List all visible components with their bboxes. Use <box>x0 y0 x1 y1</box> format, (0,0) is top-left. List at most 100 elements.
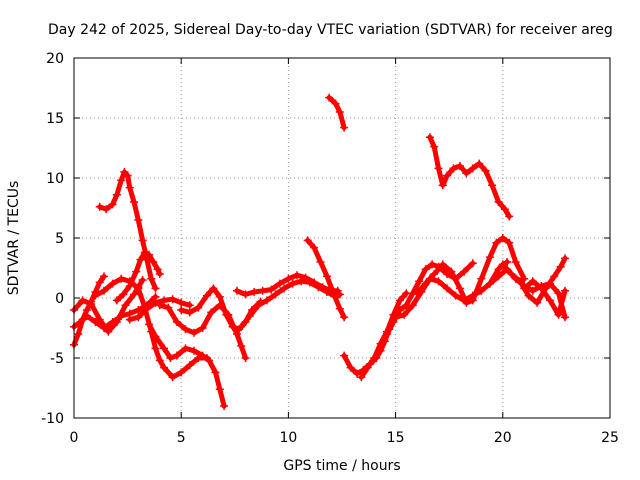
series-trace-6 <box>114 249 163 303</box>
data-point-marker <box>528 286 537 295</box>
data-point-marker <box>329 289 338 298</box>
data-point-marker <box>134 306 143 314</box>
data-point-marker <box>494 198 503 206</box>
data-point-marker <box>395 306 404 314</box>
data-point-marker <box>528 277 537 286</box>
data-point-marker <box>254 301 263 310</box>
data-point-marker <box>232 330 241 338</box>
series-trace-13 <box>305 237 347 320</box>
data-point-marker <box>434 164 443 173</box>
data-point-marker <box>149 258 158 266</box>
data-point-marker <box>335 290 344 299</box>
data-point-marker <box>533 298 542 307</box>
data-point-marker <box>560 313 569 322</box>
data-series <box>70 93 569 410</box>
data-point-marker <box>284 274 293 283</box>
data-point-marker <box>554 289 563 298</box>
data-point-marker <box>181 325 190 334</box>
data-point-marker <box>102 205 111 214</box>
data-point-marker <box>82 312 91 320</box>
data-point-marker <box>130 198 139 206</box>
data-point-marker <box>132 267 141 276</box>
data-point-marker <box>428 260 437 269</box>
series-trace-16 <box>358 290 409 380</box>
data-point-marker <box>237 322 246 331</box>
data-point-marker <box>245 312 254 320</box>
data-point-marker <box>177 306 186 314</box>
data-point-marker <box>415 277 424 286</box>
data-point-marker <box>488 181 497 190</box>
data-point-marker <box>91 318 100 326</box>
data-point-marker <box>400 310 409 319</box>
data-point-marker <box>325 93 334 102</box>
data-point-marker <box>153 265 162 274</box>
data-point-marker <box>434 277 443 286</box>
data-point-marker <box>185 301 194 310</box>
data-point-marker <box>421 265 430 274</box>
data-point-marker <box>125 315 134 324</box>
data-point-marker <box>211 368 220 377</box>
y-tick-label: 20 <box>46 51 64 67</box>
data-point-marker <box>250 288 259 296</box>
data-point-marker <box>455 162 464 170</box>
data-point-marker <box>172 351 181 360</box>
data-point-marker <box>198 351 207 360</box>
data-point-marker <box>121 301 130 310</box>
data-point-marker <box>78 296 87 305</box>
series-trace-20 <box>427 134 512 219</box>
data-point-marker <box>335 108 344 116</box>
data-point-marker <box>147 274 156 283</box>
data-point-marker <box>222 310 231 319</box>
data-point-marker <box>151 298 160 307</box>
data-point-marker <box>363 363 372 372</box>
data-point-marker <box>383 330 392 338</box>
data-point-marker <box>353 369 362 378</box>
data-point-marker <box>76 318 85 326</box>
data-point-marker <box>494 272 503 281</box>
y-tick-label: -5 <box>50 351 64 367</box>
data-point-marker <box>155 301 164 310</box>
data-point-marker <box>331 99 340 108</box>
data-point-marker <box>425 133 434 142</box>
y-tick-label: 0 <box>55 291 64 307</box>
x-tick-label: 20 <box>494 430 512 446</box>
data-point-marker <box>316 258 325 266</box>
data-point-marker <box>168 295 177 304</box>
data-point-marker <box>556 262 565 271</box>
x-tick-label: 15 <box>387 430 405 446</box>
data-point-marker <box>108 279 117 288</box>
data-point-marker <box>443 284 452 293</box>
data-point-marker <box>550 272 559 281</box>
data-point-marker <box>207 308 216 317</box>
y-tick-label: 5 <box>55 231 64 247</box>
data-point-marker <box>430 270 439 278</box>
y-tick-label: -10 <box>41 411 64 427</box>
series-trace-21 <box>487 266 568 320</box>
data-point-marker <box>271 290 280 299</box>
data-point-marker <box>119 290 128 299</box>
data-point-marker <box>87 300 96 308</box>
data-point-marker <box>123 171 132 180</box>
y-axis-label: SDTVAR / TECUs <box>6 181 22 296</box>
data-point-marker <box>370 354 379 362</box>
data-point-marker <box>151 332 160 341</box>
data-point-marker <box>560 286 569 295</box>
data-point-marker <box>215 292 224 301</box>
data-point-marker <box>515 277 524 286</box>
data-point-marker <box>136 255 145 264</box>
data-point-marker <box>449 164 458 173</box>
x-tick-label: 25 <box>601 430 619 446</box>
data-point-marker <box>155 356 164 365</box>
data-point-marker <box>560 254 569 263</box>
data-point-marker <box>172 318 181 326</box>
data-point-marker <box>462 169 471 178</box>
data-point-marker <box>145 320 154 329</box>
data-point-marker <box>100 272 109 281</box>
series-trace-23 <box>521 278 568 318</box>
y-tick-label: 15 <box>46 111 64 127</box>
series-trace-5 <box>92 276 210 380</box>
data-point-marker <box>74 330 83 338</box>
data-point-marker <box>340 123 349 132</box>
data-point-marker <box>117 176 126 185</box>
data-point-marker <box>142 304 151 313</box>
